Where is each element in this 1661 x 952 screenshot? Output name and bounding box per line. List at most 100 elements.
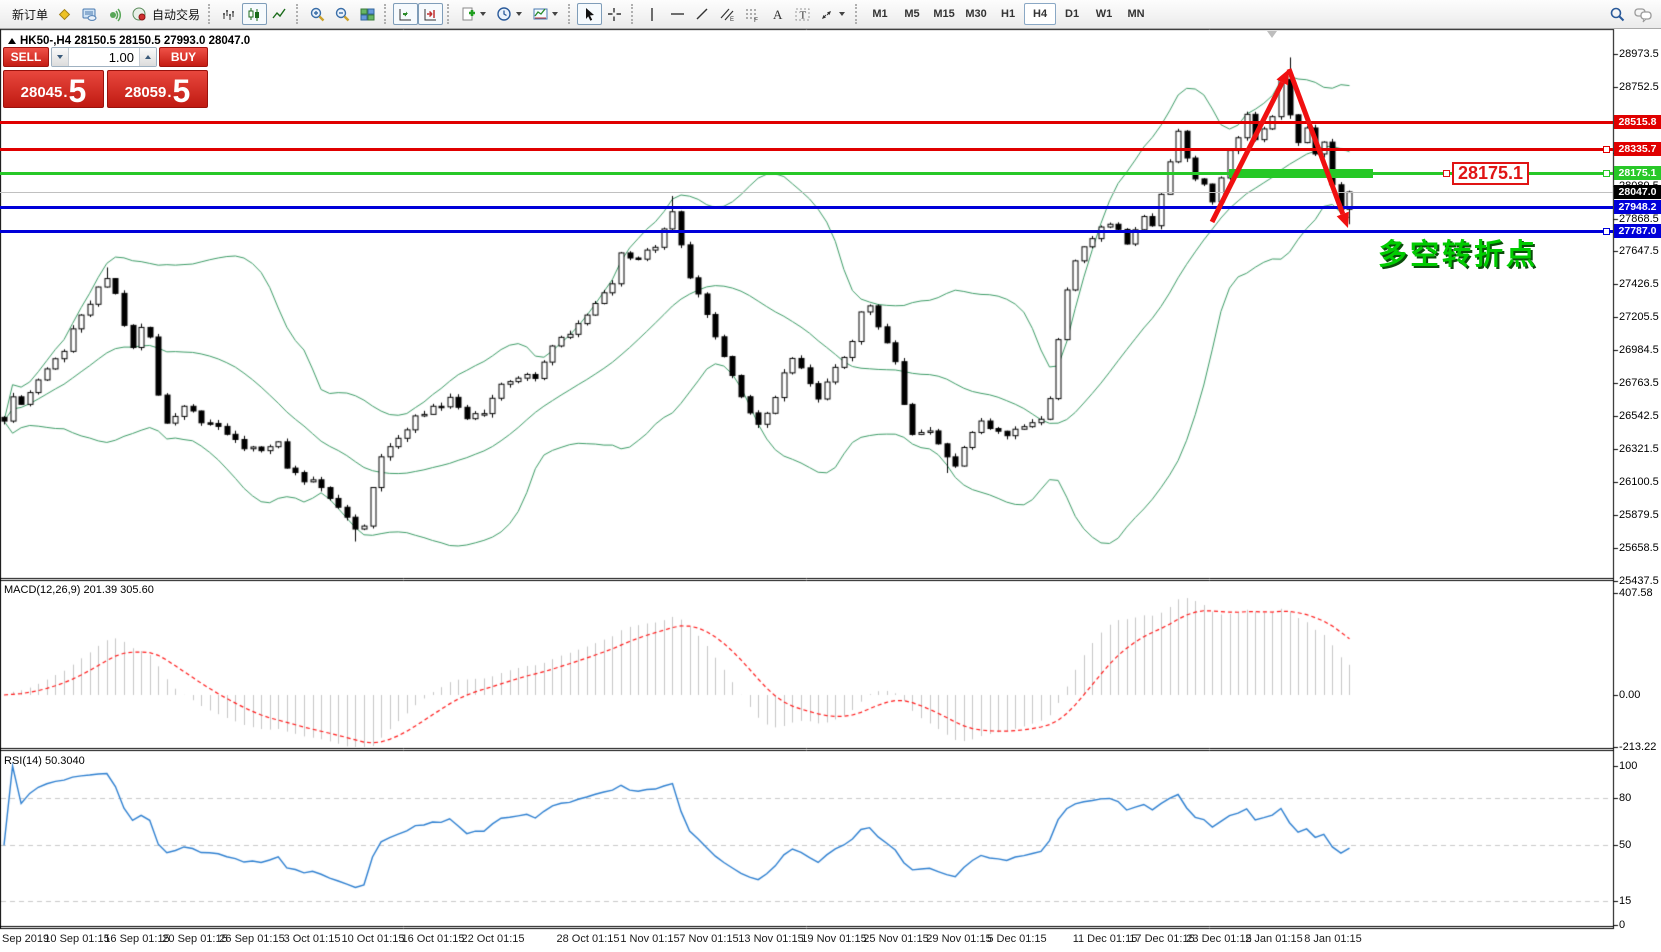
symbol-ohlc-text: HK50-,H4 28150.5 28150.5 27993.0 28047.0 xyxy=(20,35,251,47)
sell-price-pip: 5 xyxy=(68,73,87,109)
time-axis-label: 25 Nov 01:15 xyxy=(863,933,929,945)
toolbar-separator xyxy=(855,4,860,24)
tab-timeframe-m15[interactable]: M15 xyxy=(933,8,955,20)
price-level-tag: 27948.2 xyxy=(1614,200,1661,214)
svg-text:T: T xyxy=(800,9,807,21)
data-window-icon[interactable] xyxy=(77,3,102,25)
tab-timeframe-h1[interactable]: H1 xyxy=(1001,8,1016,20)
volume-increase-button[interactable] xyxy=(139,48,156,66)
chart-shift-icon[interactable] xyxy=(418,3,444,25)
price-tick-label: 28973.5 xyxy=(1619,47,1659,60)
line-handle[interactable] xyxy=(1603,170,1610,177)
tab-timeframe-m1[interactable]: M1 xyxy=(872,8,888,20)
line-handle[interactable] xyxy=(1603,228,1610,235)
tab-timeframe-w1[interactable]: W1 xyxy=(1095,8,1113,20)
chat-icon[interactable] xyxy=(1630,3,1657,25)
line-handle[interactable] xyxy=(1443,170,1450,177)
autotrading-button[interactable]: 自动交易 xyxy=(127,3,204,25)
tile-windows-icon[interactable] xyxy=(355,3,380,25)
equidistant-channel-icon[interactable]: E xyxy=(715,3,740,25)
periods-clock-icon[interactable] xyxy=(492,3,528,25)
buy-price-dot: . xyxy=(167,84,172,101)
sell-price-int: 28045 xyxy=(20,84,63,101)
arrows-tool-icon[interactable] xyxy=(815,3,851,25)
horizontal-level-line[interactable] xyxy=(0,121,1613,124)
fibonacci-icon[interactable]: F xyxy=(740,3,765,25)
crosshair-icon[interactable] xyxy=(602,3,627,25)
line-handle[interactable] xyxy=(1603,146,1610,153)
svg-text:A: A xyxy=(773,7,783,22)
price-tick-label: 25879.5 xyxy=(1619,508,1659,521)
thick-trend-segment[interactable] xyxy=(1229,169,1373,178)
horizontal-level-line[interactable] xyxy=(0,172,1613,175)
price-tick-label: 25658.5 xyxy=(1619,541,1659,554)
time-axis-label: 5 Dec 01:15 xyxy=(987,933,1047,945)
price-tick-label: 26542.5 xyxy=(1619,410,1659,423)
templates-icon[interactable] xyxy=(528,3,564,25)
price-tick-label: 27868.5 xyxy=(1619,212,1659,225)
time-axis-label: 2 Jan 01:15 xyxy=(1245,933,1303,945)
time-axis-label: 11 Dec 01:15 xyxy=(1072,933,1138,945)
svg-text:E: E xyxy=(730,17,734,23)
chevron-down-icon xyxy=(480,12,487,16)
search-icon[interactable] xyxy=(1605,3,1630,25)
horizontal-level-line[interactable] xyxy=(0,230,1613,233)
indicators-add-icon[interactable] xyxy=(456,3,492,25)
price-tick-label: 27647.5 xyxy=(1619,245,1659,258)
price-tick-label: 26100.5 xyxy=(1619,475,1659,488)
line-chart-icon[interactable] xyxy=(267,3,292,25)
tab-timeframe-h4[interactable]: H4 xyxy=(1024,3,1057,25)
text-icon[interactable]: A xyxy=(765,3,790,25)
symbol-ohlc-line: HK50-,H4 28150.5 28150.5 27993.0 28047.0 xyxy=(8,35,250,47)
tab-timeframe-m5[interactable]: M5 xyxy=(904,8,920,20)
bar-chart-icon[interactable] xyxy=(217,3,242,25)
toolbar-separator xyxy=(208,4,213,24)
sell-button[interactable]: SELL xyxy=(3,47,49,67)
vertical-line-icon[interactable] xyxy=(640,3,665,25)
signals-icon[interactable] xyxy=(102,3,127,25)
tab-timeframe-m30[interactable]: M30 xyxy=(965,8,987,20)
new-order-button[interactable]: 新订单 xyxy=(4,3,52,25)
volume-value[interactable]: 1.00 xyxy=(108,49,134,65)
cursor-icon[interactable] xyxy=(577,3,603,25)
trendline-icon[interactable] xyxy=(690,3,715,25)
volume-decrease-button[interactable] xyxy=(52,48,69,66)
horizontal-level-line[interactable] xyxy=(0,206,1613,209)
zoom-out-icon[interactable] xyxy=(330,3,355,25)
autoscroll-icon[interactable] xyxy=(393,3,419,25)
time-axis-label: 3 Oct 01:15 xyxy=(283,933,341,945)
autotrading-label: 自动交易 xyxy=(152,7,201,22)
tab-timeframe-d1[interactable]: D1 xyxy=(1065,8,1080,20)
toolbar-separator xyxy=(568,4,573,24)
text-label-icon[interactable]: T xyxy=(790,3,815,25)
sell-price-box[interactable]: 28045. 5 xyxy=(3,70,104,108)
candlestick-chart-icon[interactable] xyxy=(242,3,268,25)
tab-timeframe-mn[interactable]: MN xyxy=(1127,8,1145,20)
macd-tick-label: 0.00 xyxy=(1619,689,1641,701)
zoom-in-icon[interactable] xyxy=(305,3,330,25)
price-flag-label[interactable]: 28175.1 xyxy=(1452,162,1529,185)
time-axis-label: Sep 2019 xyxy=(2,933,50,945)
diamond-icon[interactable] xyxy=(52,3,77,25)
price-level-tag: 27787.0 xyxy=(1614,224,1661,238)
horizontal-line-icon[interactable] xyxy=(665,3,690,25)
rsi-tick-label: 80 xyxy=(1619,791,1632,804)
horizontal-level-line[interactable] xyxy=(0,192,1613,193)
time-axis-label: 26 Sep 01:15 xyxy=(219,933,285,945)
time-axis-label: 8 Jan 01:15 xyxy=(1304,933,1362,945)
price-level-tag: 28335.7 xyxy=(1614,142,1661,156)
annotation-text[interactable]: 多空转折点 xyxy=(1378,239,1539,271)
chevron-down-icon xyxy=(839,12,846,16)
buy-price-box[interactable]: 28059. 5 xyxy=(107,70,208,108)
time-axis-label: 28 Oct 01:15 xyxy=(556,933,620,945)
buy-button[interactable]: BUY xyxy=(159,47,208,67)
toolbar-separator xyxy=(384,4,389,24)
time-axis-label: 10 Sep 01:15 xyxy=(44,933,110,945)
time-axis-label: 10 Oct 01:15 xyxy=(341,933,405,945)
horizontal-level-line[interactable] xyxy=(0,148,1613,151)
time-axis-label: 16 Sep 01:15 xyxy=(104,933,170,945)
rsi-tick-label: 100 xyxy=(1619,760,1638,772)
chart-shift-marker-icon[interactable] xyxy=(1267,31,1277,38)
